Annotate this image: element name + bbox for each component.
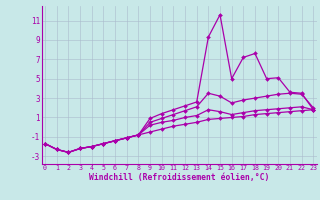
X-axis label: Windchill (Refroidissement éolien,°C): Windchill (Refroidissement éolien,°C)	[89, 173, 269, 182]
